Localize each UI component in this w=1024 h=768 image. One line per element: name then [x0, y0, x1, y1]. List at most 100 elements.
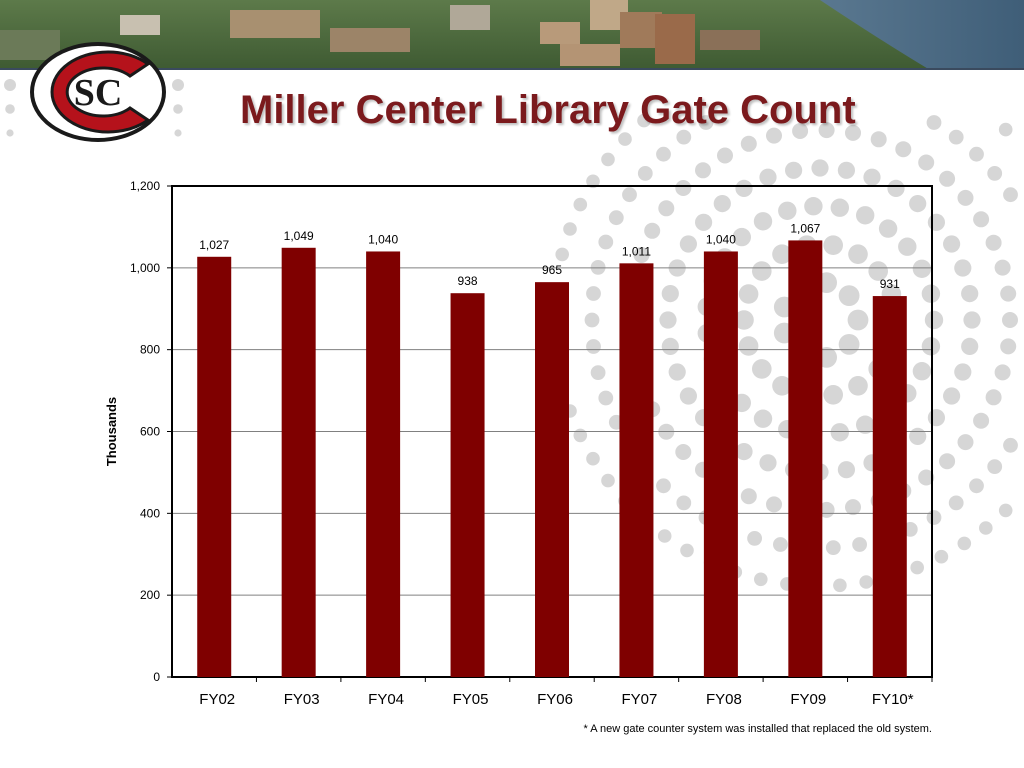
- decor-dot: [766, 496, 782, 513]
- decor-dot: [863, 168, 881, 186]
- data-label: 1,011: [622, 244, 651, 258]
- decor-dot: [830, 198, 849, 217]
- decor-dot: [918, 469, 935, 486]
- decor-dot: [586, 174, 600, 189]
- decor-dot: [987, 166, 1003, 181]
- decor-dot: [939, 170, 956, 187]
- bar-fy06: [535, 282, 569, 677]
- decor-dot: [912, 259, 932, 278]
- decor-dot: [804, 197, 823, 216]
- decor-dot: [785, 161, 803, 179]
- decor-dot: [717, 147, 733, 164]
- decor-dot: [753, 409, 773, 428]
- decor-dot: [695, 162, 711, 179]
- decor-dot: [1000, 285, 1017, 302]
- decor-dot: [1003, 187, 1018, 203]
- y-tick-label: 400: [140, 506, 160, 520]
- decor-dot: [173, 104, 183, 114]
- decor-dot: [957, 434, 974, 451]
- x-category-label: FY02: [199, 691, 235, 708]
- decor-dot: [618, 132, 632, 146]
- x-category-label: FY08: [706, 691, 742, 708]
- decor-dot: [695, 213, 713, 231]
- decor-dot: [848, 244, 868, 264]
- decor-dot: [921, 284, 941, 303]
- decor-dot: [6, 129, 14, 137]
- decor-dot: [833, 578, 847, 593]
- bar-fy04: [366, 251, 401, 677]
- decor-dot: [845, 124, 861, 141]
- university-logo: SC: [30, 42, 166, 142]
- data-label: 1,049: [284, 229, 314, 243]
- decor-dot: [934, 549, 949, 564]
- campus-banner-image: [0, 0, 1024, 70]
- decor-dot: [823, 385, 843, 405]
- decor-dot: [586, 451, 600, 466]
- decor-dot: [985, 389, 1002, 406]
- bar-fy02: [197, 256, 232, 677]
- decor-dot: [969, 478, 984, 494]
- banner-stripe: [0, 68, 1024, 70]
- decor-dot: [948, 495, 964, 511]
- decor-dot: [644, 222, 661, 239]
- decor-dot: [943, 235, 961, 253]
- decor-dot: [1002, 312, 1018, 328]
- decor-dot: [172, 79, 184, 91]
- bar-fy09: [788, 240, 823, 677]
- y-tick-label: 200: [140, 588, 160, 602]
- decor-dot: [5, 104, 15, 114]
- decor-dot: [994, 259, 1011, 276]
- decor-dot: [910, 560, 924, 575]
- decor-dot: [856, 206, 875, 225]
- decor-dot: [878, 219, 898, 238]
- decor-dot: [961, 285, 979, 303]
- decor-dot: [573, 197, 588, 212]
- decor-dot: [954, 363, 972, 381]
- decor-dot: [912, 362, 932, 381]
- decor-dot: [590, 365, 606, 380]
- decor-dot: [675, 444, 692, 460]
- decor-dot: [859, 575, 873, 589]
- decor-dot: [823, 235, 843, 255]
- decor-dot: [848, 376, 868, 396]
- decor-dot: [555, 247, 569, 262]
- decor-dot: [735, 179, 753, 197]
- data-label: 938: [458, 274, 478, 288]
- y-tick-label: 1,200: [130, 179, 160, 193]
- decor-dot: [856, 415, 875, 434]
- bar-fy10: [872, 296, 907, 677]
- decor-dot: [1003, 437, 1018, 453]
- decor-dot: [608, 210, 624, 226]
- decor-dot: [679, 235, 698, 253]
- decor-dot: [998, 503, 1013, 518]
- decor-dot: [979, 521, 993, 535]
- decor-dot: [676, 495, 692, 511]
- decor-dot: [698, 115, 714, 130]
- y-tick-label: 1,000: [130, 261, 160, 275]
- decor-dot: [818, 122, 835, 139]
- decor-dot: [637, 113, 651, 128]
- decor-dot: [772, 244, 792, 264]
- decor-dot: [659, 311, 677, 329]
- decor-dot: [973, 211, 990, 228]
- decor-dot: [898, 237, 917, 256]
- x-category-label: FY10*: [872, 691, 914, 708]
- bar-fy05: [450, 293, 485, 677]
- decor-dot: [740, 135, 757, 152]
- decor-dot: [661, 285, 679, 303]
- decor-dot: [845, 499, 861, 516]
- decor-dot: [675, 180, 692, 196]
- data-label: 1,067: [790, 221, 820, 235]
- decor-dot: [778, 201, 797, 220]
- decor-dot: [766, 127, 782, 144]
- decor-dot: [939, 453, 956, 470]
- decor-dot: [957, 189, 974, 206]
- decor-dot: [586, 339, 601, 354]
- decor-dot: [837, 461, 856, 479]
- y-axis-title: Thousands: [104, 397, 119, 466]
- slide-title: Miller Center Library Gate Count: [240, 88, 856, 132]
- decor-dot: [601, 473, 615, 488]
- decor-dot: [818, 501, 835, 518]
- decor-dot: [985, 234, 1002, 251]
- decor-dot: [954, 259, 972, 277]
